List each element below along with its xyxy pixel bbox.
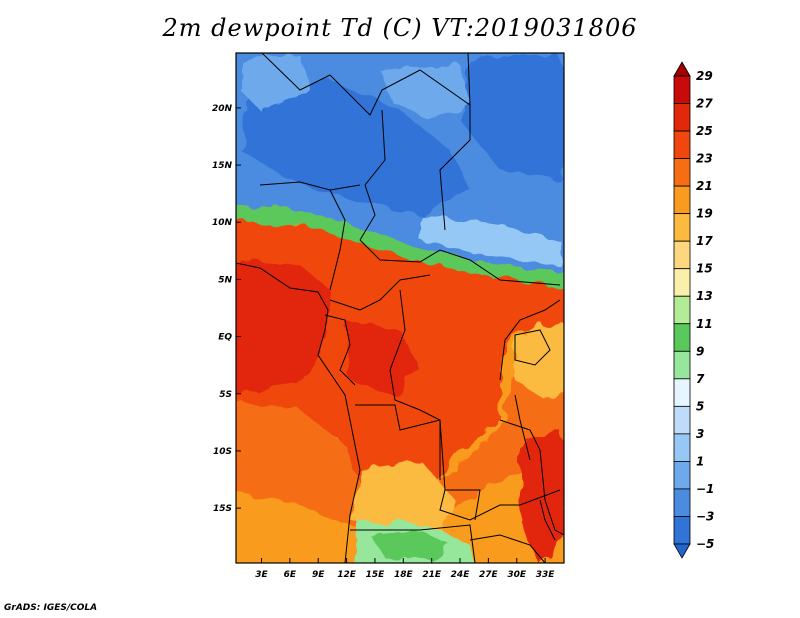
chart-title: 2m dewpoint Td (C) VT:2019031806 — [162, 14, 638, 42]
border-east-africa — [499, 299, 561, 381]
border-gabon-congo — [324, 314, 356, 386]
y-tick-label: 10S — [213, 447, 232, 457]
colorbar-segment — [673, 516, 691, 545]
border-zambia — [439, 489, 561, 521]
border-tanzania — [499, 419, 564, 536]
border-north-2 — [439, 105, 471, 231]
border-namibia — [350, 524, 476, 563]
border-lake-tanganyika — [514, 394, 531, 461]
border-coastline-west — [236, 262, 361, 563]
border-zimbabwe — [469, 534, 546, 563]
colorbar-segment — [673, 323, 691, 352]
border-car — [359, 239, 561, 286]
map-field — [236, 53, 564, 563]
x-tick-label: 18E — [394, 570, 414, 580]
x-tick-label: 33E — [536, 570, 556, 580]
field-transition — [236, 360, 564, 530]
map-frame — [235, 52, 565, 564]
colorbar-segment — [673, 130, 691, 159]
colorbar-segment — [673, 75, 691, 104]
colorbar-label: 19 — [696, 207, 713, 221]
colorbar-label: 25 — [696, 124, 713, 138]
colorbar-segment — [673, 295, 691, 325]
x-tick-label: 12E — [337, 570, 357, 580]
colorbar-label: 11 — [696, 317, 713, 331]
colorbar-segment — [673, 461, 691, 490]
field-sahara-light-2 — [240, 55, 310, 110]
colorbar: 29 27 25 23 21 19 17 15 13 11 9 7 5 3 1 −1 −3 −5 — [673, 61, 714, 559]
border-nigeria-cameroon — [329, 189, 346, 291]
y-tick-label: 15N — [212, 161, 233, 171]
colorbar-segment — [673, 240, 691, 270]
border-lake-victoria — [514, 329, 551, 366]
x-tick-label: 27E — [479, 570, 499, 580]
border-angola — [355, 404, 481, 521]
y-tick-label: 5S — [219, 390, 232, 400]
colorbar-label: 29 — [696, 69, 713, 83]
country-borders — [236, 53, 564, 563]
border-north-1 — [261, 53, 471, 116]
x-tick-label: 15E — [366, 570, 386, 580]
colorbar-label: −1 — [696, 482, 714, 496]
field-sahara-east — [460, 55, 564, 180]
colorbar-label: 21 — [696, 179, 713, 193]
colorbar-segment — [673, 378, 691, 407]
border-congo-north — [329, 274, 431, 311]
colorbar-segment — [673, 405, 691, 435]
border-malawi — [539, 499, 556, 541]
x-tick-label: 24E — [451, 570, 471, 580]
x-tick-label: 21E — [422, 570, 442, 580]
x-tick-label: 9E — [312, 570, 325, 580]
colorbar-label: −5 — [696, 537, 714, 551]
colorbar-label: 27 — [696, 97, 713, 111]
colorbar-label: 17 — [696, 234, 713, 248]
colorbar-segment — [673, 185, 691, 215]
colorbar-segment — [673, 350, 691, 380]
colorbar-bottom-arrow — [673, 543, 691, 559]
colorbar-segment — [673, 433, 691, 462]
colorbar-segment — [673, 103, 691, 132]
y-tick-label: 10N — [212, 218, 233, 228]
colorbar-segment — [673, 268, 691, 297]
field-sahel-light — [420, 215, 560, 265]
colorbar-label: 23 — [696, 152, 713, 166]
colorbar-label: 3 — [696, 427, 704, 441]
border-niger-nigeria — [259, 181, 361, 191]
colorbar-label: 7 — [696, 372, 705, 386]
colorbar-label: 5 — [696, 399, 704, 413]
colorbar-segment — [673, 213, 691, 242]
y-tick-label: EQ — [218, 333, 232, 343]
colorbar-label: 9 — [696, 344, 704, 358]
colorbar-segment — [673, 158, 691, 187]
border-chad — [359, 109, 386, 241]
x-tick-label: 30E — [507, 570, 527, 580]
field-sahel-boundary — [236, 206, 564, 288]
field-kalahari-inner — [370, 530, 450, 560]
x-tick-label: 6E — [284, 570, 297, 580]
colorbar-label: 1 — [696, 454, 704, 468]
field-light-south — [350, 460, 455, 540]
y-tick-label: 5N — [218, 275, 232, 285]
y-tick-label: 20N — [212, 104, 233, 114]
y-tick-label: 15S — [213, 504, 232, 514]
colorbar-label: 13 — [696, 289, 713, 303]
field-west-coast-max — [236, 261, 330, 397]
y-axis: 20N 15N 10N 5N EQ 5S 10S 15S — [212, 104, 241, 514]
colorbar-label: −3 — [696, 509, 714, 523]
x-axis: 3E 6E 9E 12E 15E 18E 21E 24E 27E 30E 33E — [255, 558, 555, 580]
grads-credit: GrADS: IGES/COLA — [4, 603, 98, 613]
colorbar-top-arrow — [673, 61, 691, 77]
field-sahara-dry — [240, 80, 470, 215]
x-tick-label: 3E — [255, 570, 268, 580]
colorbar-segment — [673, 488, 691, 517]
colorbar-label: 15 — [696, 262, 713, 276]
